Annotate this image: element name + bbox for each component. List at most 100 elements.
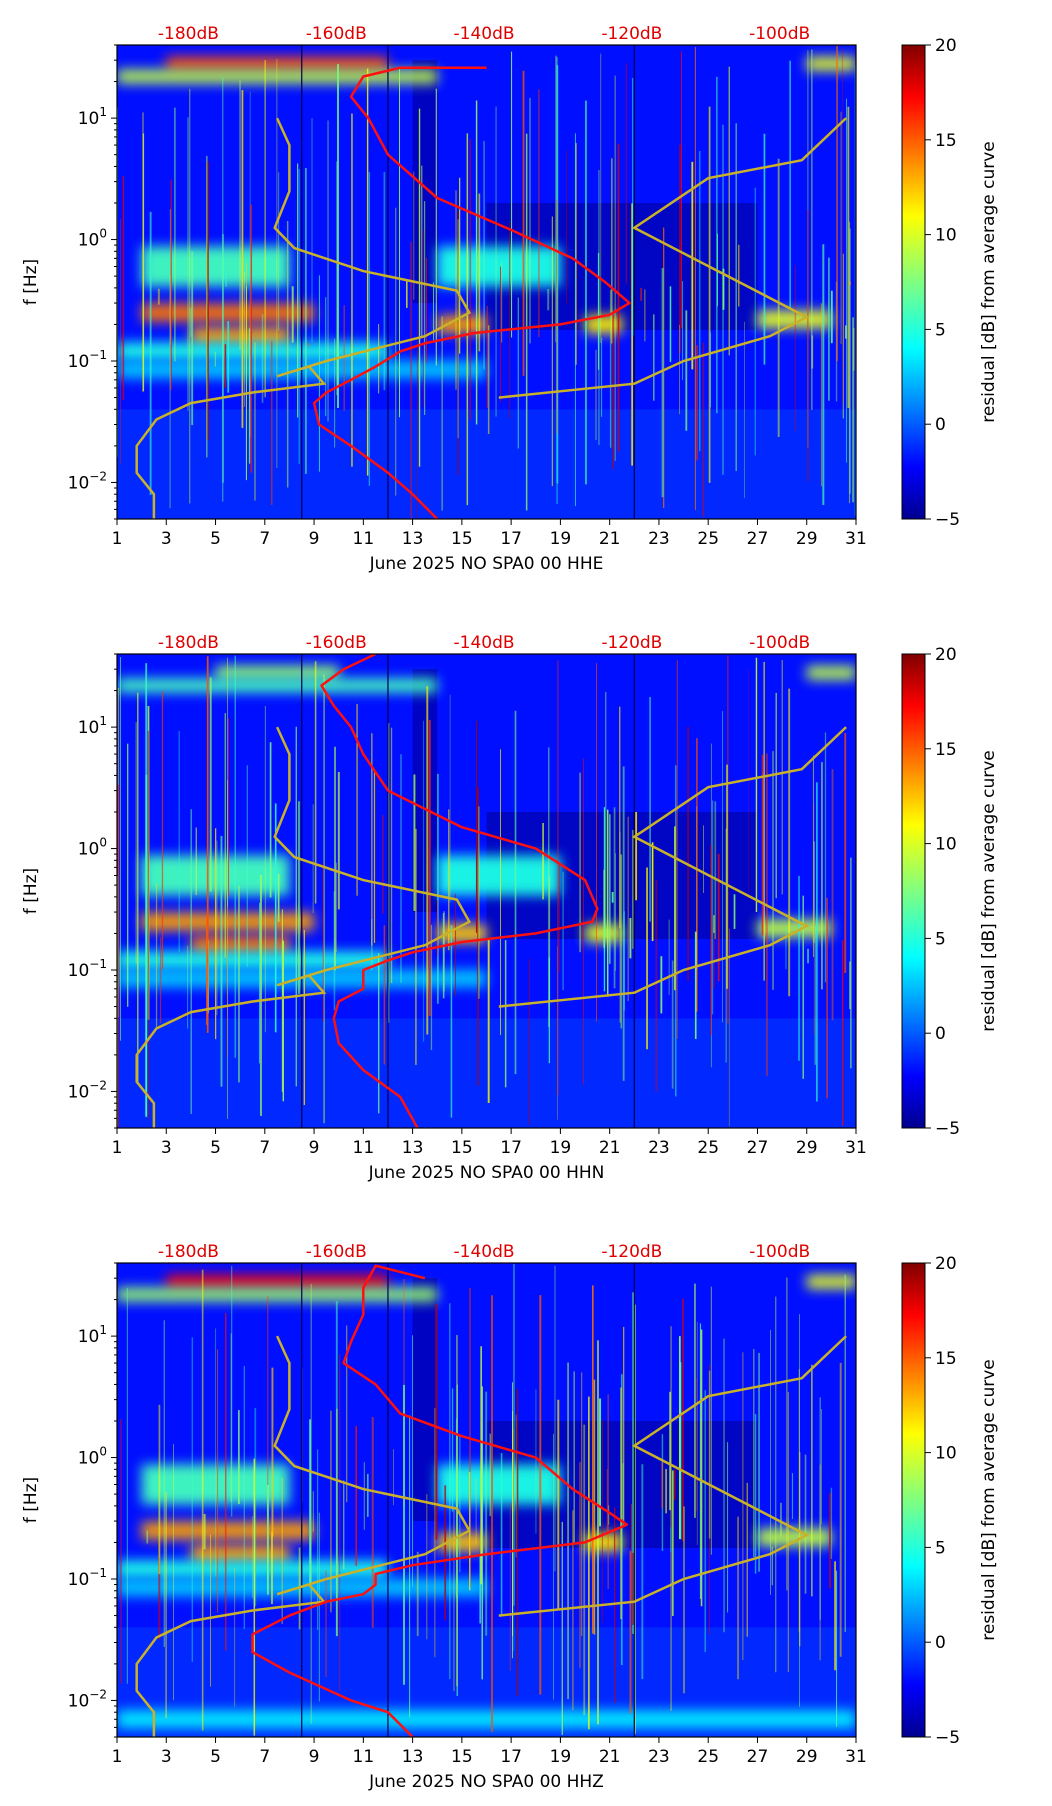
db-scale-label: -180dB [158, 633, 219, 653]
colorbar-tick-label: 15 [935, 131, 957, 151]
y-tick-base: 10 [78, 231, 100, 251]
spectrogram-area [117, 654, 856, 1128]
colorbar-tick-label: 10 [935, 835, 957, 855]
y-tick-base: 10 [78, 718, 100, 738]
spectrogram-area [117, 45, 856, 519]
energy-band [117, 678, 438, 693]
colorbar-tick-label: 5 [935, 929, 946, 949]
y-tick-label: 100 [78, 227, 107, 251]
x-tick-label: 21 [599, 1747, 621, 1767]
colorbar-tick-label: 0 [935, 1633, 946, 1653]
x-tick-label: 5 [210, 1138, 221, 1158]
db-scale-label: -140dB [454, 1242, 515, 1262]
colorbar-tick-label: 0 [935, 1024, 946, 1044]
x-axis-label: June 2025 NO SPA0 00 HHN [368, 1163, 605, 1183]
y-axis-label: f [Hz] [21, 1477, 41, 1523]
x-tick-label: 9 [309, 529, 320, 549]
x-tick-label: 1 [112, 1138, 123, 1158]
noise-model-curve [498, 1335, 847, 1617]
x-tick-label: 25 [697, 529, 719, 549]
y-tick-label: 100 [78, 1445, 107, 1469]
db-scale-label: -160dB [306, 633, 367, 653]
y-tick-base: 10 [68, 1570, 90, 1590]
colorbar-tick-label: −5 [935, 1119, 960, 1139]
y-tick-base: 10 [78, 1449, 100, 1469]
x-tick-label: 19 [550, 1747, 572, 1767]
plot-frame [116, 44, 857, 520]
x-tick-label: 3 [161, 1138, 172, 1158]
colorbar-gradient [901, 44, 926, 520]
colorbar: −5 0 5 10 15 20 residual [dB] from average cur… [901, 36, 999, 530]
db-scale-label: -140dB [454, 24, 515, 44]
db-scale: -180dB -160dB -140dB -120dB -100dB [158, 1242, 810, 1262]
x-tick-label: 7 [259, 529, 270, 549]
x-tick-label: 21 [599, 529, 621, 549]
energy-band [141, 303, 315, 322]
y-tick-base: 10 [78, 1327, 100, 1347]
energy-band [806, 56, 856, 71]
y-tick-label: 100 [78, 836, 107, 860]
energy-band [117, 1710, 856, 1729]
db-scale-label: -180dB [158, 1242, 219, 1262]
x-tick-label: 27 [747, 1138, 769, 1158]
colorbar-tick-label: −5 [935, 1728, 960, 1748]
energy-band [757, 310, 832, 329]
y-tick-label: 10−2 [68, 1078, 107, 1102]
db-scale-label: -160dB [306, 24, 367, 44]
y-tick-base: 10 [78, 109, 100, 129]
y-tick-base: 10 [68, 1691, 90, 1711]
x-tick-label: 23 [648, 529, 670, 549]
x-tick-label: 5 [210, 1747, 221, 1767]
energy-band [117, 1287, 438, 1302]
x-tick-label: 9 [309, 1138, 320, 1158]
x-tick-label: 11 [353, 529, 375, 549]
plot-frame [116, 653, 857, 1129]
x-tick-label: 23 [648, 1747, 670, 1767]
energy-band [437, 315, 487, 334]
colorbar-tick-label: 10 [935, 1444, 957, 1464]
energy-band [806, 1274, 856, 1289]
average-psd-curve [251, 1264, 629, 1737]
low-frequency-floor [117, 409, 856, 519]
db-scale-label: -160dB [306, 1242, 367, 1262]
energy-band [166, 1274, 388, 1289]
energy-band [117, 1560, 388, 1579]
db-scale-label: -140dB [454, 633, 515, 653]
quiet-patch [412, 1278, 438, 1522]
energy-band [806, 665, 856, 680]
x-tick-label: 3 [161, 1747, 172, 1767]
colorbar-label: residual [dB] from average curve [979, 750, 999, 1031]
y-tick-label: 10−2 [68, 469, 107, 493]
colorbar-tick-label: 0 [935, 415, 946, 435]
y-axis-label: f [Hz] [21, 868, 41, 914]
noise-model-curve [135, 117, 472, 519]
x-tick-label: 7 [259, 1747, 270, 1767]
energy-band [141, 1521, 315, 1540]
x-tick-label: 29 [796, 1747, 818, 1767]
y-tick-label: 10−1 [68, 348, 107, 372]
x-tick-label: 25 [697, 1138, 719, 1158]
x-tick-label: 1 [112, 529, 123, 549]
x-tick-label: 23 [648, 1138, 670, 1158]
y-tick-exponent: 1 [99, 105, 107, 119]
y-tick-exponent: 1 [99, 1323, 107, 1337]
colorbar-tick-label: 10 [935, 226, 957, 246]
noise-model-curve [135, 726, 472, 1128]
x-tick-label: 27 [747, 1747, 769, 1767]
y-tick-base: 10 [68, 473, 90, 493]
y-tick-exponent: −2 [89, 1078, 107, 1092]
colorbar-tick-label: 5 [935, 320, 946, 340]
y-tick-label: 101 [78, 714, 107, 738]
energy-band [585, 315, 622, 334]
energy-band [141, 246, 290, 287]
energy-band [437, 855, 561, 896]
energy-band [437, 924, 487, 943]
x-tick-label: 13 [402, 529, 424, 549]
db-scale-label: -100dB [749, 1242, 810, 1262]
y-tick-exponent: 0 [99, 227, 107, 241]
db-scale: -180dB -160dB -140dB -120dB -100dB [158, 633, 810, 653]
